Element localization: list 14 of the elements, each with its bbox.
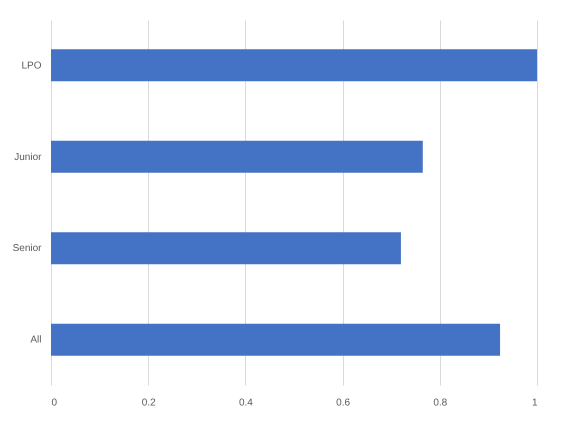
- x-tick-label: 1: [532, 398, 538, 408]
- x-tick-label: 0: [52, 398, 58, 408]
- x-tick-label: 0.4: [238, 398, 254, 408]
- y-tick-label: All: [30, 334, 42, 346]
- bar: [51, 324, 500, 356]
- x-tick-label: 0.6: [336, 398, 350, 408]
- x-tick-label: 0.2: [142, 398, 156, 408]
- y-tick-label: LPO: [21, 60, 42, 72]
- y-tick-label: Senior: [12, 243, 42, 254]
- y-tick-label: Junior: [14, 152, 42, 163]
- bar: [51, 140, 423, 173]
- bar: [51, 232, 401, 264]
- x-tick-label: 0.8: [433, 398, 448, 408]
- bar: [51, 49, 537, 82]
